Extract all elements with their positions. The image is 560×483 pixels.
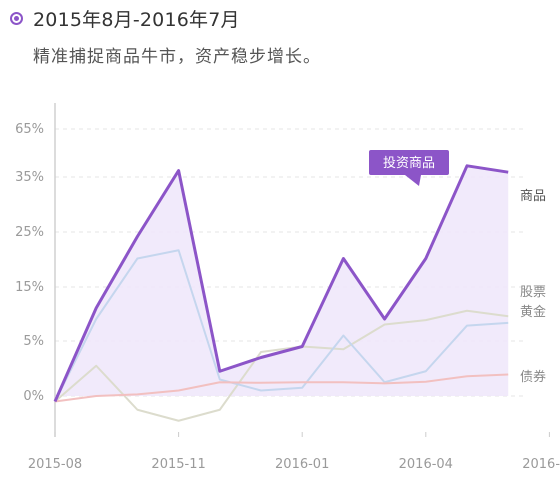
series-line-stock	[54, 249, 509, 402]
callout-text: 投资商品	[383, 155, 435, 171]
callout-badge: 投资商品	[369, 150, 449, 186]
x-tick-label: 2016-04	[399, 457, 453, 472]
y-tick-label: 0%	[23, 389, 44, 404]
callout-box	[369, 150, 449, 175]
chart-header: 2015年8月-2016年7月	[10, 4, 240, 32]
series-line-bond	[54, 373, 509, 403]
chart-title: 2015年8月-2016年7月	[33, 8, 240, 31]
y-tick-label: 65%	[15, 122, 44, 137]
series-label-stock: 股票	[520, 285, 546, 300]
commodity-area	[55, 165, 509, 402]
radio-bullet-icon	[10, 11, 23, 25]
x-tick-label: 2015-11	[151, 457, 205, 472]
y-tick-label: 15%	[15, 280, 44, 295]
series-line-commodity	[53, 164, 509, 403]
series-label-bond: 债券	[520, 369, 546, 385]
y-tick-label: 35%	[15, 170, 44, 185]
y-tick-label: 5%	[23, 334, 44, 349]
x-tick-label: 2015-08	[28, 457, 82, 472]
chart-subtitle: 精准捕捉商品牛市，资产稳步增长。	[33, 47, 321, 67]
x-tick-label: 2016-07	[522, 457, 560, 472]
series-label-commodity: 商品	[520, 189, 546, 204]
y-tick-label: 25%	[15, 225, 44, 240]
series-line-gold	[54, 309, 509, 422]
callout-pointer	[405, 175, 421, 186]
x-tick-label: 2016-01	[275, 457, 329, 472]
series-label-gold: 黄金	[520, 304, 546, 320]
